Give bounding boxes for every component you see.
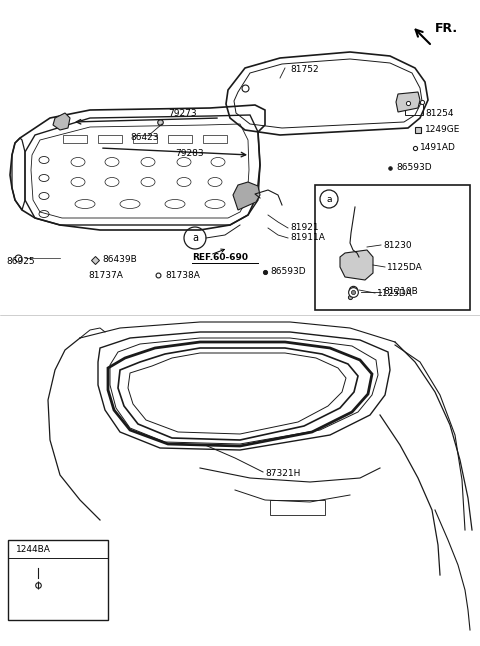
Text: 81911A: 81911A bbox=[290, 233, 325, 242]
Text: 1125DA: 1125DA bbox=[377, 289, 413, 298]
Text: 1244BA: 1244BA bbox=[16, 545, 51, 554]
Text: REF.60-690: REF.60-690 bbox=[192, 253, 248, 262]
Bar bbox=[203, 135, 227, 143]
Bar bbox=[270, 500, 325, 515]
Text: 86439B: 86439B bbox=[102, 256, 137, 264]
Polygon shape bbox=[340, 250, 373, 280]
Text: 79283: 79283 bbox=[175, 149, 204, 158]
Bar bbox=[133, 135, 157, 143]
Text: 86925: 86925 bbox=[6, 258, 35, 267]
Bar bbox=[405, 103, 423, 115]
Text: 81210B: 81210B bbox=[383, 287, 418, 297]
Text: 86593D: 86593D bbox=[270, 267, 306, 276]
Polygon shape bbox=[53, 113, 70, 130]
Text: 79273: 79273 bbox=[168, 109, 197, 118]
Polygon shape bbox=[233, 182, 260, 210]
Text: 81752: 81752 bbox=[290, 65, 319, 74]
Text: 87321H: 87321H bbox=[265, 470, 300, 479]
Bar bbox=[63, 135, 87, 143]
Text: a: a bbox=[192, 233, 198, 243]
Text: 81737A: 81737A bbox=[88, 271, 123, 280]
Text: 81230: 81230 bbox=[383, 240, 412, 249]
Text: a: a bbox=[326, 194, 332, 203]
Text: 81738A: 81738A bbox=[165, 271, 200, 280]
Polygon shape bbox=[396, 92, 420, 112]
Text: 1249GE: 1249GE bbox=[425, 125, 460, 134]
Text: 1125DA: 1125DA bbox=[387, 262, 423, 271]
Bar bbox=[168, 135, 192, 143]
Text: 81921: 81921 bbox=[290, 224, 319, 233]
Text: FR.: FR. bbox=[435, 21, 458, 34]
Bar bbox=[98, 135, 122, 143]
Bar bbox=[8, 540, 108, 620]
Text: 86423: 86423 bbox=[130, 134, 158, 143]
Text: 1491AD: 1491AD bbox=[420, 143, 456, 152]
Bar bbox=[315, 185, 470, 310]
Text: 86593D: 86593D bbox=[396, 163, 432, 171]
Text: 81254: 81254 bbox=[425, 110, 454, 118]
